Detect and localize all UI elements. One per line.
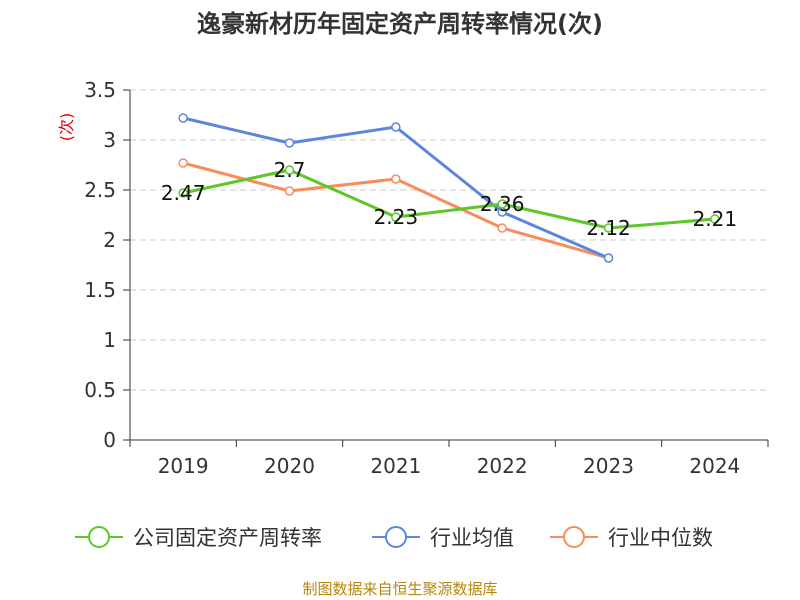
x-tick-label: 2019 [158, 454, 209, 478]
data-point [497, 199, 507, 209]
data-point [178, 188, 188, 198]
data-point [391, 122, 401, 132]
legend: 公司固定资产周转率 行业均值 行业中位数 [75, 526, 713, 550]
data-point [603, 223, 614, 233]
x-tick-label: 2022 [477, 454, 528, 478]
y-tick-label: 3 [103, 128, 116, 152]
y-tick-label: 2.5 [84, 178, 116, 202]
legend-swatch-marker [385, 526, 407, 548]
data-point [178, 113, 188, 123]
data-point [284, 165, 295, 175]
legend-label: 行业均值 [430, 526, 514, 550]
x-tick-label: 2024 [689, 454, 740, 478]
series-line-industry-avg [182, 116, 610, 260]
chart-title: 逸豪新材历年固定资产周转率情况(次) [197, 10, 603, 38]
x-tick-label: 2021 [370, 454, 421, 478]
y-tick-label: 0 [103, 428, 116, 452]
y-tick-label: 3.5 [84, 78, 116, 102]
data-label: 2.7 [274, 158, 306, 182]
data-label: 2.12 [586, 216, 631, 240]
data-label: 2.47 [161, 181, 206, 205]
data-label: 2.23 [374, 205, 419, 229]
data-point [284, 138, 295, 148]
y-axis-unit-label: (次) [57, 113, 76, 142]
y-tick-label: 0.5 [84, 378, 116, 402]
data-label: 2.21 [693, 207, 738, 231]
legend-swatch-marker [563, 526, 585, 548]
data-point [391, 212, 401, 222]
source-note: 制图数据来自恒生聚源数据库 [302, 580, 498, 598]
data-point [710, 214, 720, 224]
legend-label: 行业中位数 [608, 526, 713, 550]
y-tick-label: 1.5 [84, 278, 116, 302]
series-lines [178, 113, 720, 263]
y-tick-label: 2 [103, 228, 116, 252]
grid-lines [130, 89, 768, 391]
data-point [497, 223, 507, 233]
axes: 0 0.5 1 1.5 2 2.5 3 3.5 2019 2020 2021 2022 2023 2024… [57, 78, 769, 478]
series-line-company [182, 168, 715, 230]
y-tick-label: 1 [103, 328, 116, 352]
data-point [603, 253, 614, 263]
data-label: 2.36 [480, 192, 525, 216]
data-point [391, 174, 401, 184]
x-tick-label: 2020 [264, 454, 315, 478]
x-tick-label: 2023 [583, 454, 634, 478]
data-labels: 2.47 2.7 2.23 2.36 2.12 2.21 [161, 158, 737, 240]
legend-label: 公司固定资产周转率 [133, 526, 322, 550]
legend-swatch-marker [88, 526, 110, 548]
data-point [178, 158, 188, 168]
data-point [284, 186, 295, 196]
